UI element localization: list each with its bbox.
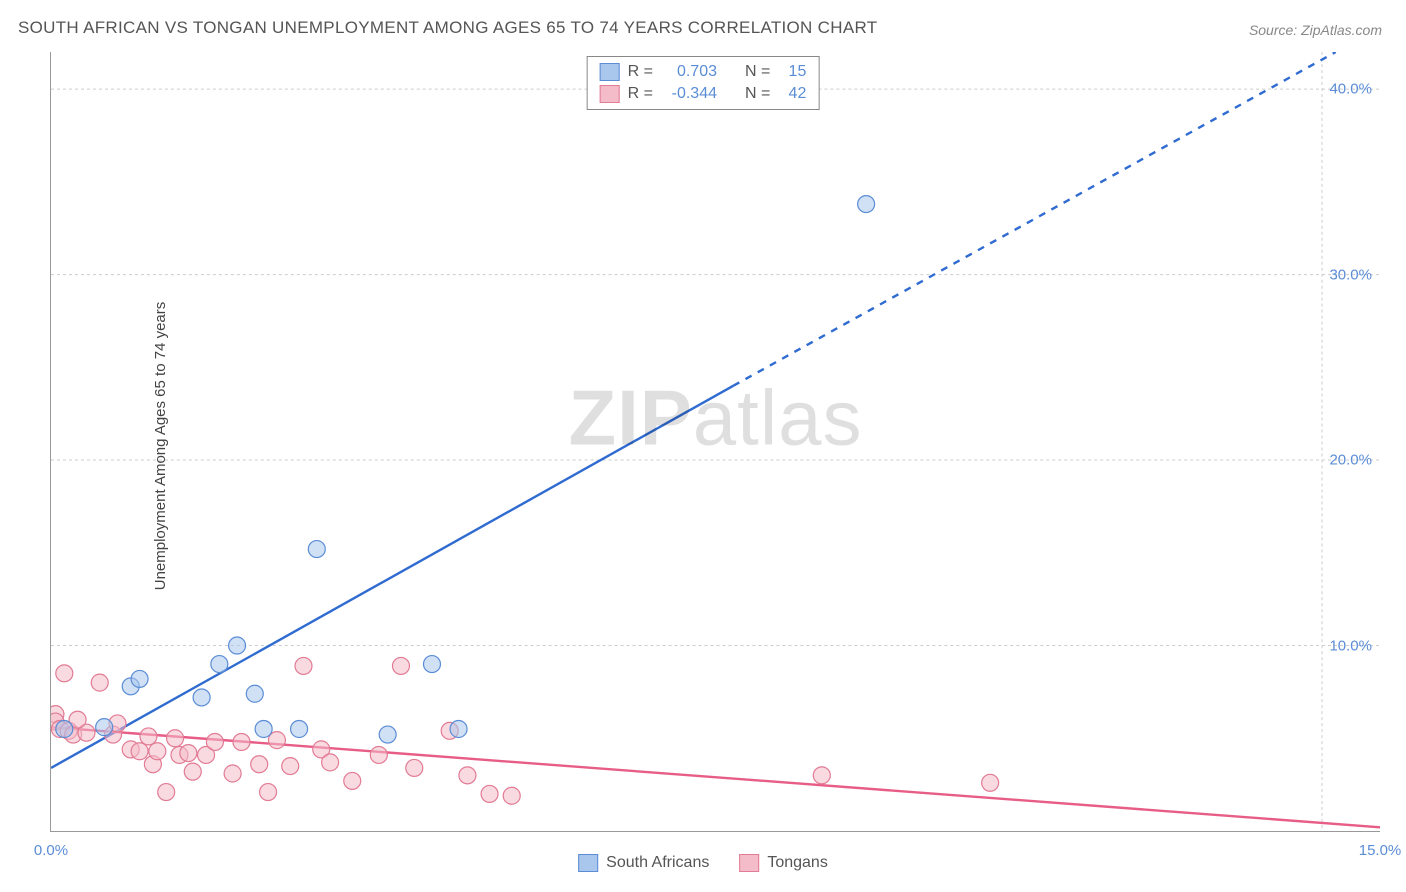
- plot-area: 10.0%20.0%30.0%40.0% 0.0%15.0% ZIPatlas: [50, 52, 1380, 832]
- trend-lines: [51, 52, 1380, 827]
- series-legend: South Africans Tongans: [578, 854, 828, 872]
- correlation-legend: R = 0.703 N = 15 R = -0.344 N = 42: [587, 56, 820, 110]
- n-label: N =: [745, 63, 770, 81]
- source-attribution: Source: ZipAtlas.com: [1249, 22, 1382, 38]
- r-label: R =: [628, 63, 653, 81]
- r-value: -0.344: [661, 85, 717, 103]
- plot-svg: [51, 52, 1380, 831]
- y-tick-label: 20.0%: [1329, 452, 1372, 469]
- n-value: 42: [778, 85, 806, 103]
- legend-swatch-blue: [578, 854, 598, 872]
- legend-item-tongans: Tongans: [739, 854, 828, 872]
- r-value: 0.703: [661, 63, 717, 81]
- legend-swatch-blue: [600, 63, 620, 81]
- legend-swatch-pink: [739, 854, 759, 872]
- legend-label: Tongans: [767, 854, 828, 872]
- r-label: R =: [628, 85, 653, 103]
- legend-row-2: R = -0.344 N = 42: [600, 83, 807, 105]
- legend-swatch-pink: [600, 85, 620, 103]
- legend-item-south-africans: South Africans: [578, 854, 709, 872]
- y-tick-label: 30.0%: [1329, 266, 1372, 283]
- legend-row-1: R = 0.703 N = 15: [600, 61, 807, 83]
- legend-label: South Africans: [606, 854, 709, 872]
- x-tick-label: 15.0%: [1359, 842, 1402, 859]
- x-tick-label: 0.0%: [34, 842, 68, 859]
- n-label: N =: [745, 85, 770, 103]
- chart-title: SOUTH AFRICAN VS TONGAN UNEMPLOYMENT AMO…: [18, 18, 877, 38]
- chart-container: SOUTH AFRICAN VS TONGAN UNEMPLOYMENT AMO…: [0, 0, 1406, 892]
- scatter-points: [51, 196, 999, 805]
- grid-lines: [51, 52, 1380, 831]
- y-tick-label: 10.0%: [1329, 637, 1372, 654]
- y-tick-label: 40.0%: [1329, 81, 1372, 98]
- n-value: 15: [778, 63, 806, 81]
